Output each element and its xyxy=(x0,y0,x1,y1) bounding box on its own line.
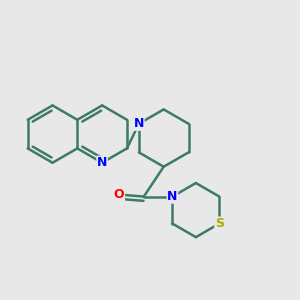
Text: N: N xyxy=(134,117,144,130)
Text: N: N xyxy=(97,156,107,169)
Text: O: O xyxy=(114,188,124,201)
Text: N: N xyxy=(167,190,178,203)
Text: S: S xyxy=(215,217,224,230)
